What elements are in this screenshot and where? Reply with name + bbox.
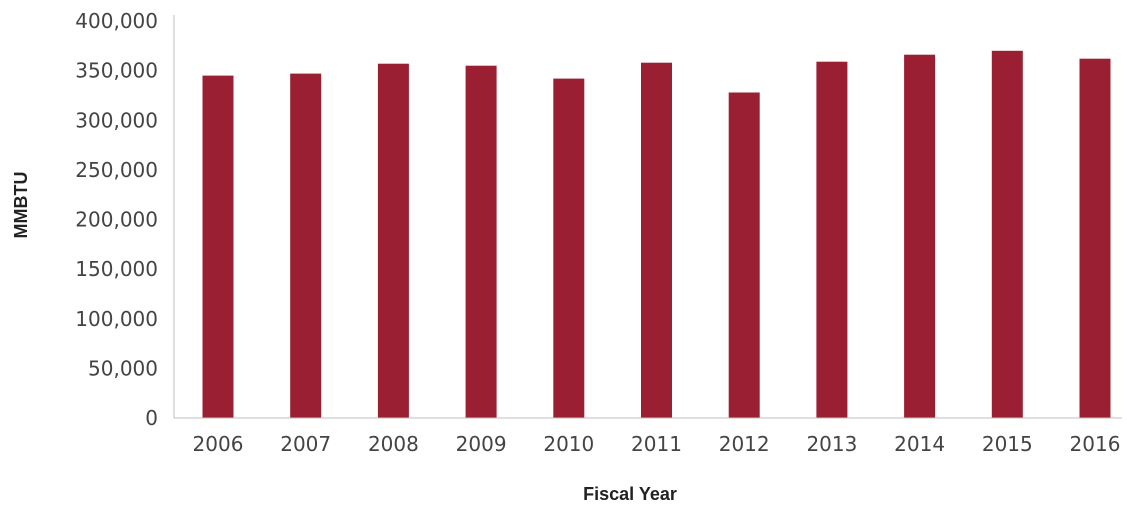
bar-2007 <box>290 73 322 418</box>
x-tick-label: 2015 <box>982 432 1033 456</box>
y-axis-ticks: 0 50,000 100,000 150,000 200,000 250,000 300,0… <box>75 9 158 430</box>
y-tick-label: 150,000 <box>75 257 158 281</box>
bar-2014 <box>904 54 936 418</box>
y-tick-label: 0 <box>145 406 158 430</box>
bar-2013 <box>816 61 848 418</box>
x-axis-ticks: 2006 2007 2008 2009 2010 2011 2012 2013 2014 2015… <box>193 432 1121 456</box>
x-tick-label: 2013 <box>806 432 857 456</box>
y-tick-label: 100,000 <box>75 307 158 331</box>
y-tick-label: 300,000 <box>75 108 158 132</box>
x-tick-label: 2007 <box>280 432 331 456</box>
y-tick-label: 400,000 <box>75 9 158 33</box>
bar-2012 <box>728 92 760 418</box>
y-axis-title: MMBTU <box>11 172 31 239</box>
bar-2008 <box>377 63 409 418</box>
x-tick-label: 2006 <box>193 432 244 456</box>
y-tick-label: 50,000 <box>88 356 158 380</box>
x-tick-label: 2009 <box>456 432 507 456</box>
bar-series <box>202 50 1111 419</box>
y-tick-label: 250,000 <box>75 158 158 182</box>
bar-2009 <box>465 65 497 418</box>
bar-2011 <box>641 62 672 418</box>
x-tick-label: 2016 <box>1070 432 1121 456</box>
x-axis-title: Fiscal Year <box>583 484 677 504</box>
bar-2010 <box>553 78 585 418</box>
bar-2006 <box>202 75 234 418</box>
x-tick-label: 2012 <box>719 432 770 456</box>
y-tick-label: 350,000 <box>75 59 158 83</box>
bar-2016 <box>1079 58 1111 418</box>
x-tick-label: 2008 <box>368 432 419 456</box>
bar-2015 <box>991 50 1023 419</box>
y-tick-label: 200,000 <box>75 208 158 232</box>
x-tick-label: 2011 <box>631 432 682 456</box>
x-tick-label: 2014 <box>894 432 945 456</box>
x-tick-label: 2010 <box>543 432 594 456</box>
